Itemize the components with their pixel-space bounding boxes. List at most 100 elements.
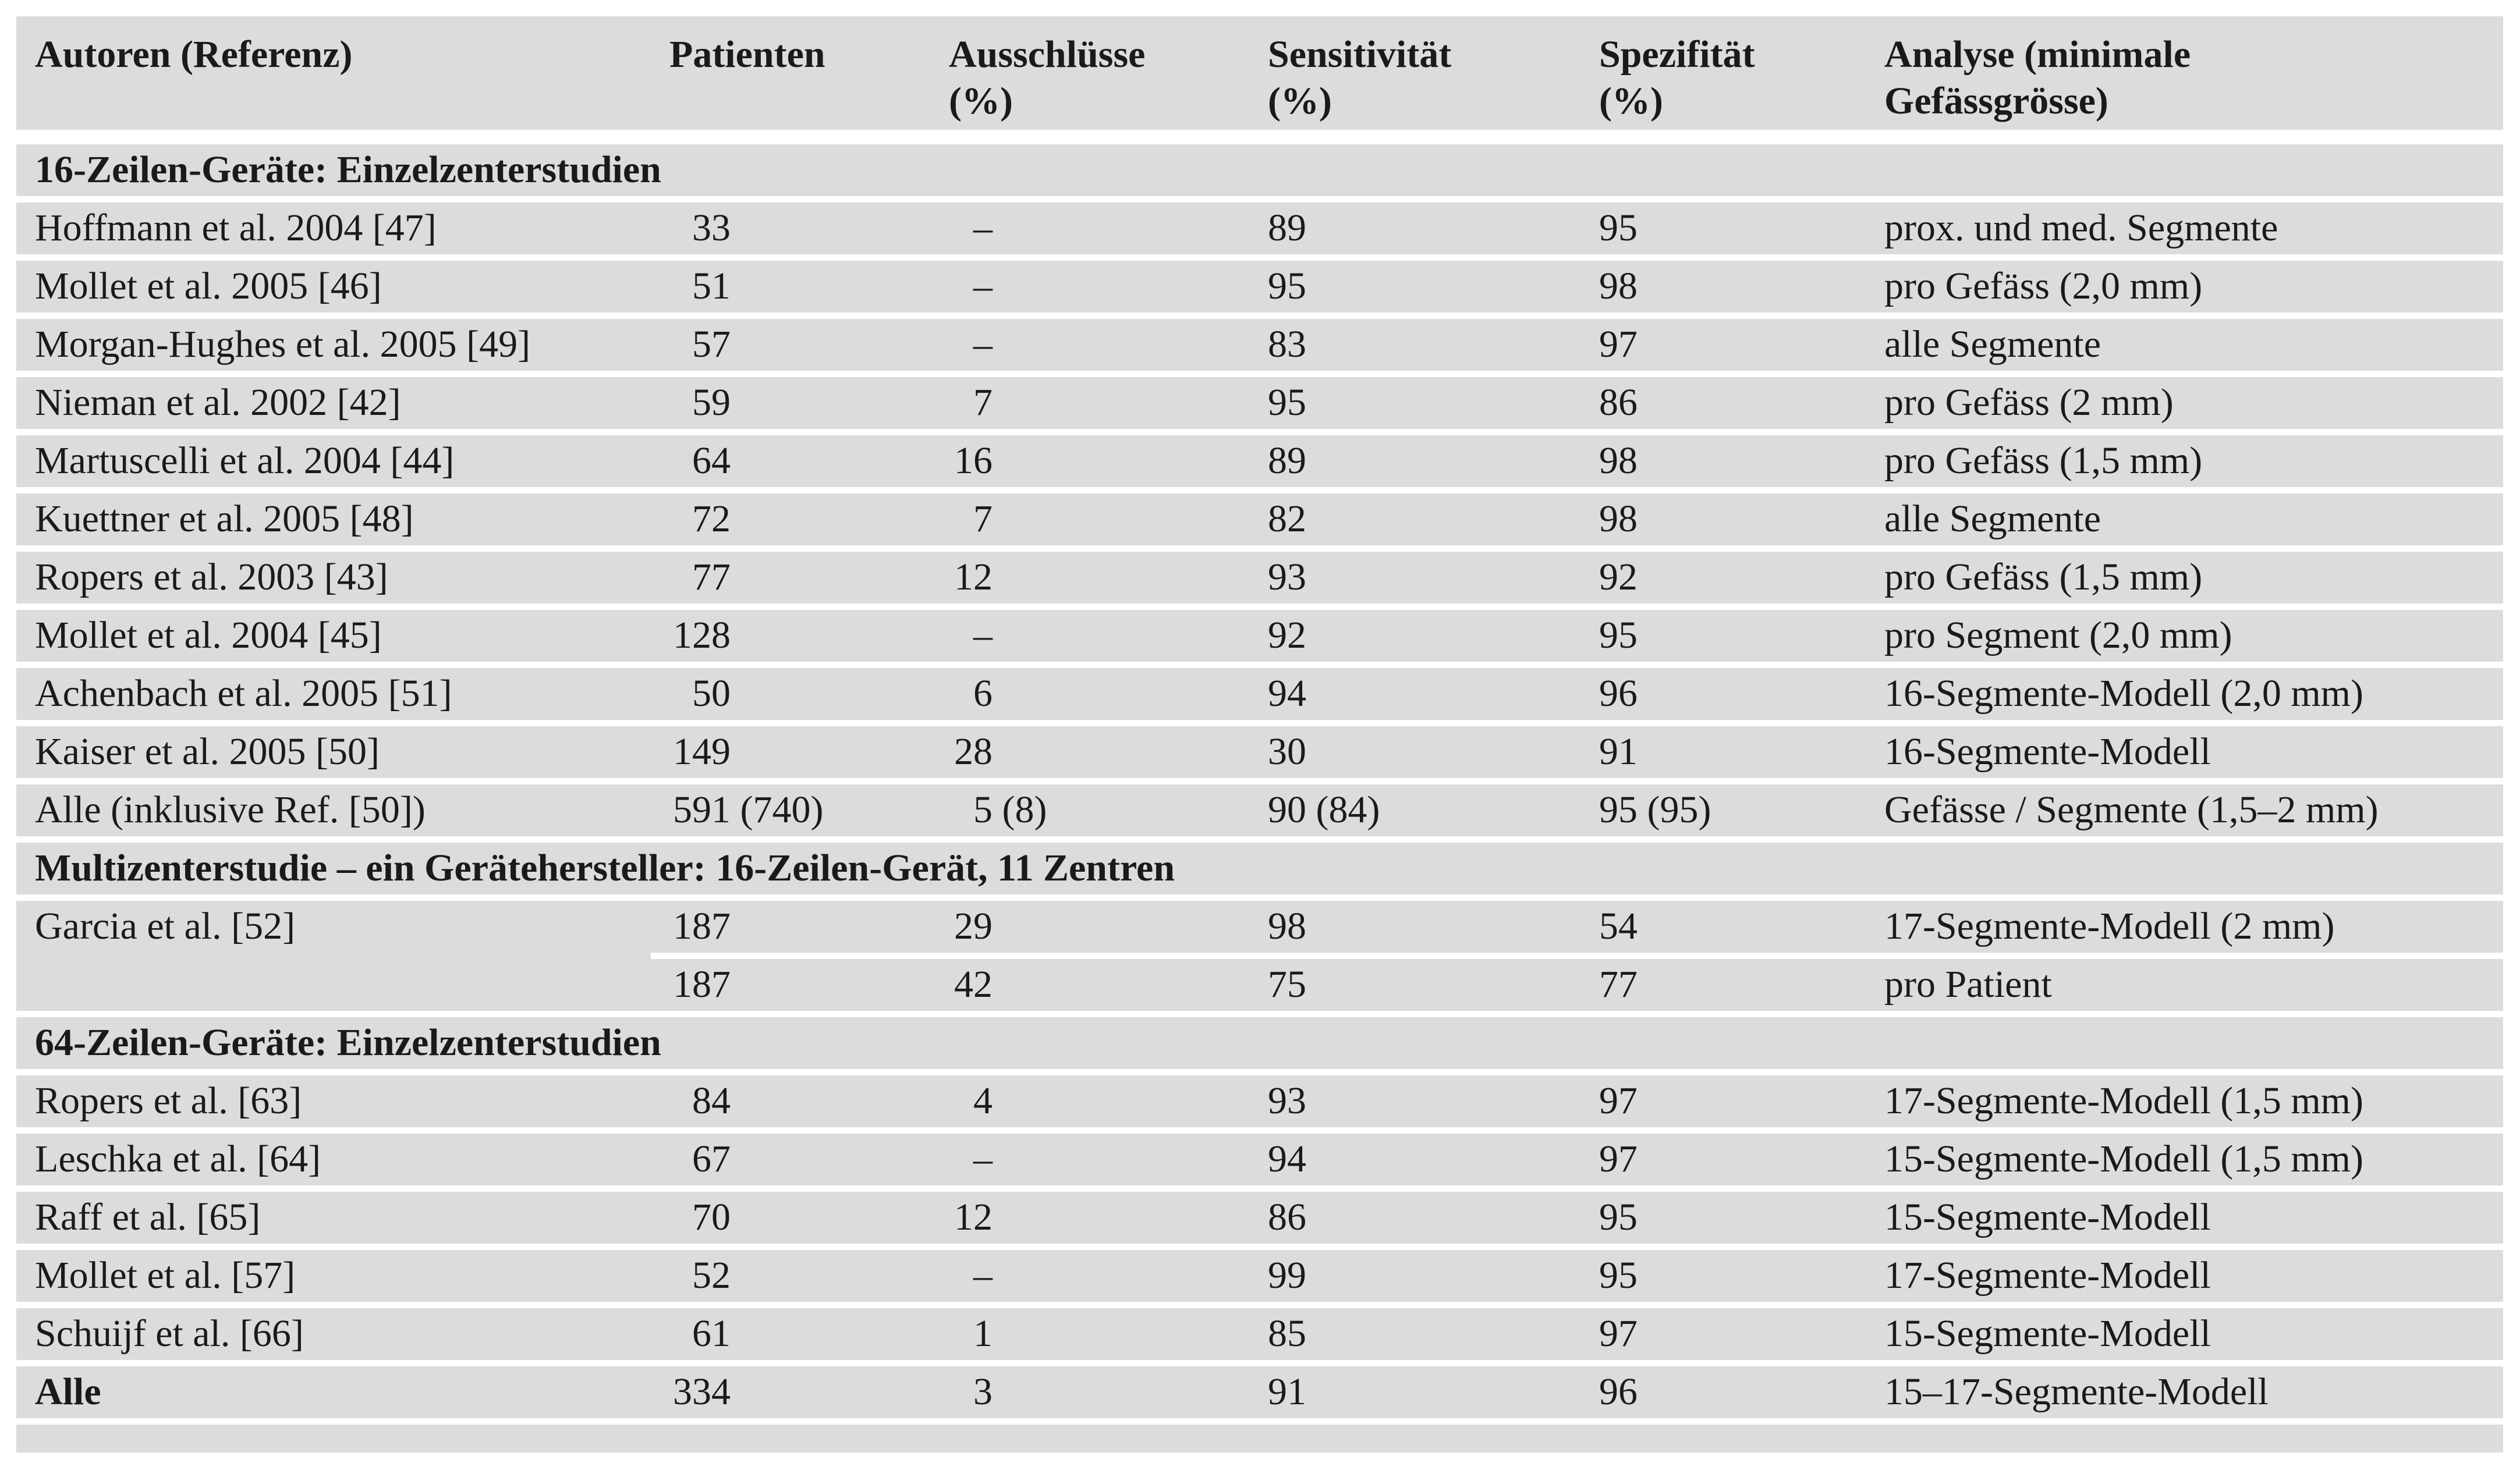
row-separator [16,1069,2503,1075]
cell-patients-value: 50 [692,672,731,715]
cell-patients-value: 70 [692,1196,731,1239]
cell-analysis: Gefässe / Segmente (1,5–2 mm) [1884,789,2379,832]
cell-exclusions: – [912,265,1232,308]
cell-analysis: prox. und med. Segmente [1884,207,2278,250]
cell-analysis: pro Gefäss (1,5 mm) [1884,556,2203,599]
cell-analysis: 15-Segmente-Modell [1884,1196,2211,1239]
cell-sensitivity: 89 [1268,439,1306,482]
cell-analysis: 15-Segmente-Modell [1884,1312,2211,1355]
cell-patients-value: 33 [692,207,731,250]
row-separator [16,545,2503,552]
cell-analysis: pro Segment (2,0 mm) [1884,614,2232,657]
column-header-specificity: Spezifität (%) [1599,33,1755,122]
cell-sensitivity: 83 [1268,323,1306,366]
cell-sensitivity: 75 [1268,963,1306,1006]
cell-exclusions: 6 [912,673,1232,715]
row-separator [16,429,2503,435]
cell-patients-value: 149 [673,730,731,773]
section-header-row: 64-Zeilen-Geräte: Einzelzenterstudien [16,1017,2503,1069]
cell-author: Ropers et al. [63] [35,1080,302,1123]
cell-author: Kuettner et al. 2005 [48] [35,498,414,541]
cell-author: Mollet et al. 2004 [45] [35,614,382,657]
cell-patients: 50 [637,673,912,715]
cell-sensitivity: 90 (84) [1268,789,1380,832]
cell-exclusions-value: 29 [954,905,993,948]
cell-exclusions-value: 5 [973,789,993,832]
cell-exclusions-value: 12 [954,556,993,599]
cell-patients: 61 [637,1313,912,1355]
cell-patients: 84 [637,1080,912,1123]
table-row: Kaiser et al. 2005 [50] 149 28 30 91 16-Segme… [16,726,2503,778]
cell-specificity: 98 [1599,498,1638,541]
cell-exclusions-value: 12 [954,1196,993,1239]
cell-exclusions: – [912,1138,1232,1181]
cell-patients-value: 84 [692,1080,731,1123]
cell-exclusions-value: 1 [973,1312,993,1355]
cell-analysis: 16-Segmente-Modell [1884,730,2211,773]
table-row: Ropers et al. 2003 [43] 77 12 93 92 pro Gefäs… [16,552,2503,603]
table-row: Mollet et al. 2005 [46] 51 – 95 98 pro Gefäss… [16,261,2503,313]
cell-patients-suffix: (740) [731,789,824,832]
cell-patients: 149 [637,731,912,773]
column-header-authors: Autoren (Referenz) [35,33,353,76]
cell-author: Ropers et al. 2003 [43] [35,556,388,599]
cell-exclusions: – [912,324,1232,366]
cell-exclusions: – [912,207,1232,250]
cell-exclusions-value: – [973,614,993,657]
row-separator [16,720,2503,726]
table-row: Schuijf et al. [66] 61 1 85 97 15-Segmente-Mo… [16,1308,2503,1360]
cell-exclusions: 7 [912,498,1232,541]
table-row: Alle (inklusive Ref. [50]) 591 (740) 5 (8)… [16,784,2503,836]
cell-analysis: pro Gefäss (2 mm) [1884,381,2174,424]
cell-analysis: 17-Segmente-Modell (1,5 mm) [1884,1080,2364,1123]
cell-sensitivity: 95 [1268,265,1306,308]
row-separator [16,1360,2503,1366]
cell-sensitivity: 95 [1268,381,1306,424]
cell-sensitivity: 85 [1268,1312,1306,1355]
table-row: Hoffmann et al. 2004 [47] 33 – 89 95 prox. un… [16,203,2503,254]
cell-sensitivity: 30 [1268,730,1306,773]
cell-analysis: alle Segmente [1884,498,2101,541]
cell-exclusions-value: 6 [973,672,993,715]
cell-exclusions-value: – [973,1254,993,1297]
table-row: Mollet et al. 2004 [45] 128 – 92 95 pro Segme… [16,610,2503,662]
row-separator [16,1302,2503,1308]
column-header-sensitivity: Sensitivität (%) [1268,33,1452,122]
row-separator [16,254,2503,261]
row-separator [16,1011,2503,1017]
row-separator [16,1418,2503,1425]
row-separator-partial [16,953,2503,959]
section-header-row: Multizenterstudie – ein Gerätehersteller… [16,843,2503,894]
cell-author: Achenbach et al. 2005 [51] [35,672,452,715]
cell-analysis: alle Segmente [1884,323,2101,366]
table-row: Alle 334 3 91 96 15–17-Segmente-Modell [16,1366,2503,1418]
cell-specificity: 96 [1599,1370,1638,1414]
cell-exclusions: 7 [912,382,1232,424]
row-separator [16,196,2503,203]
cell-exclusions: 29 [912,906,1232,948]
cell-patients: 591 (740) [637,789,912,832]
cell-exclusions: 12 [912,1196,1232,1239]
cell-exclusions: 1 [912,1313,1232,1355]
cell-patients-value: 128 [673,614,731,657]
cell-patients: 128 [637,615,912,657]
cell-patients: 33 [637,207,912,250]
cell-sensitivity: 94 [1268,1138,1306,1181]
cell-patients-value: 591 [673,789,731,832]
table-row: Mollet et al. [57] 52 – 99 95 17-Segmente-Mod… [16,1250,2503,1302]
cell-exclusions: 4 [912,1080,1232,1123]
cell-specificity: 54 [1599,905,1638,948]
header-separator [16,130,2503,138]
cell-exclusions: – [912,615,1232,657]
cell-author: Martuscelli et al. 2004 [44] [35,439,455,482]
cell-patients: 52 [637,1255,912,1297]
cell-specificity: 97 [1599,1080,1638,1123]
cell-patients-value: 51 [692,265,731,308]
cell-sensitivity: 94 [1268,672,1306,715]
cell-patients: 334 [637,1371,912,1414]
cell-sensitivity: 91 [1268,1370,1306,1414]
cell-author: Hoffmann et al. 2004 [47] [35,207,437,250]
section-header-row: 16-Zeilen-Geräte: Einzelzenterstudien [16,144,2503,196]
cell-patients: 70 [637,1196,912,1239]
study-results-table: Autoren (Referenz) Patienten Ausschlüsse (… [16,16,2503,1453]
